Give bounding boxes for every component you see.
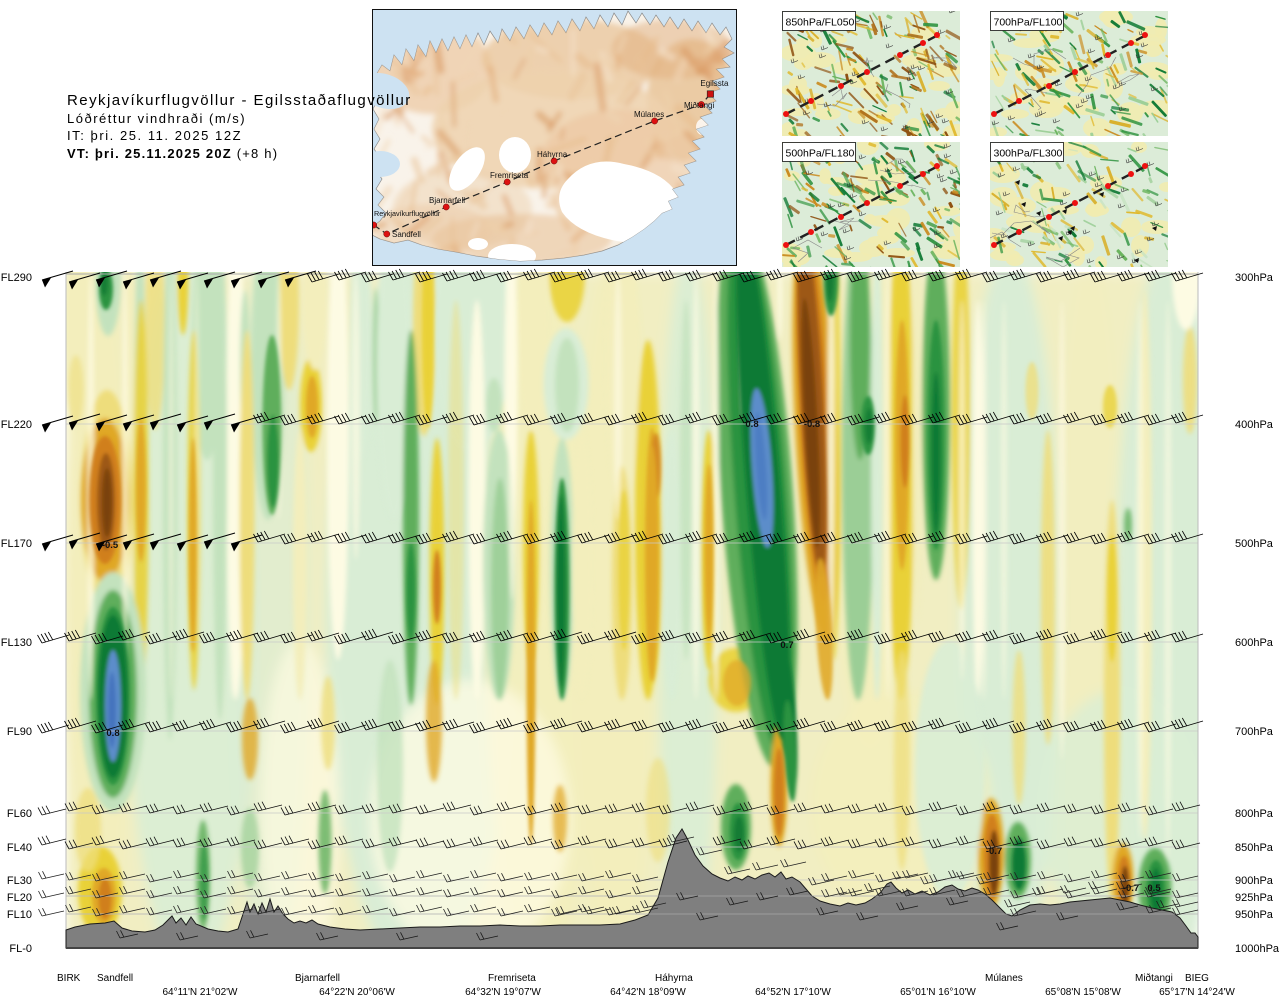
svg-text:FL130: FL130 <box>1 637 32 649</box>
svg-text:BIRK: BIRK <box>57 973 81 984</box>
svg-text:500hPa: 500hPa <box>1235 538 1274 550</box>
svg-text:Sandfell: Sandfell <box>392 230 421 239</box>
svg-text:64°42'N 18°09'W: 64°42'N 18°09'W <box>610 987 686 998</box>
svg-text:FL170: FL170 <box>1 538 32 550</box>
svg-text:FL220: FL220 <box>1 419 32 431</box>
svg-text:-0.8: -0.8 <box>804 419 820 430</box>
svg-text:65°01'N 16°10'W: 65°01'N 16°10'W <box>900 987 976 998</box>
svg-text:FL-0: FL-0 <box>9 943 32 955</box>
svg-text:FL20: FL20 <box>7 892 32 904</box>
svg-text:925hPa: 925hPa <box>1235 892 1274 904</box>
svg-text:64°52'N 17°10'W: 64°52'N 17°10'W <box>755 987 831 998</box>
svg-text:0.8: 0.8 <box>745 419 758 430</box>
svg-text:65°08'N 15°08'W: 65°08'N 15°08'W <box>1045 987 1121 998</box>
svg-text:700hPa: 700hPa <box>1235 726 1274 738</box>
svg-text:850hPa: 850hPa <box>1235 842 1274 854</box>
svg-text:Bjarnarfell: Bjarnarfell <box>429 196 465 205</box>
svg-text:FL40: FL40 <box>7 842 32 854</box>
svg-text:0.5: 0.5 <box>1147 883 1161 894</box>
svg-text:0.8: 0.8 <box>106 728 119 739</box>
svg-text:-0.7: -0.7 <box>1123 883 1139 894</box>
svg-text:64°11'N 21°02'W: 64°11'N 21°02'W <box>162 987 238 998</box>
svg-text:Sandfell: Sandfell <box>97 973 133 984</box>
svg-text:600hPa: 600hPa <box>1235 637 1274 649</box>
svg-text:300hPa: 300hPa <box>1235 272 1274 284</box>
svg-text:400hPa: 400hPa <box>1235 419 1274 431</box>
svg-text:BIEG: BIEG <box>1185 973 1209 984</box>
svg-text:-0.7: -0.7 <box>986 846 1002 857</box>
svg-text:0.7: 0.7 <box>780 640 793 651</box>
svg-text:Háhyrna: Háhyrna <box>537 150 568 159</box>
svg-text:Miðtangi: Miðtangi <box>1135 972 1173 984</box>
svg-text:65°17'N 14°24'W: 65°17'N 14°24'W <box>1159 987 1235 998</box>
svg-text:300hPa/FL300: 300hPa/FL300 <box>994 148 1063 160</box>
svg-text:64°32'N 19°07'W: 64°32'N 19°07'W <box>465 987 541 998</box>
svg-text:Reykjavíkurflugvöllur: Reykjavíkurflugvöllur <box>374 209 441 218</box>
svg-text:800hPa: 800hPa <box>1235 808 1274 820</box>
svg-text:Múlanes: Múlanes <box>985 973 1023 984</box>
svg-text:500hPa/FL180: 500hPa/FL180 <box>786 148 855 160</box>
svg-text:64°22'N 20°06'W: 64°22'N 20°06'W <box>319 987 395 998</box>
svg-text:FL290: FL290 <box>1 272 32 284</box>
svg-text:Múlanes: Múlanes <box>634 110 664 119</box>
svg-text:Háhyrna: Háhyrna <box>655 973 693 984</box>
svg-text:950hPa: 950hPa <box>1235 909 1274 921</box>
svg-text:Egilssta: Egilssta <box>700 79 729 88</box>
svg-text:Fremriseta: Fremriseta <box>488 973 536 984</box>
svg-text:FL30: FL30 <box>7 875 32 887</box>
svg-text:Bjarnarfell: Bjarnarfell <box>295 973 340 984</box>
svg-text:850hPa/FL050: 850hPa/FL050 <box>786 17 855 29</box>
svg-text:Miðtangi: Miðtangi <box>684 101 714 110</box>
svg-text:1000hPa: 1000hPa <box>1235 943 1280 955</box>
svg-text:Fremriseta: Fremriseta <box>490 171 529 180</box>
svg-text:700hPa/FL100: 700hPa/FL100 <box>994 17 1063 29</box>
svg-text:FL10: FL10 <box>7 909 32 921</box>
svg-text:FL90: FL90 <box>7 726 32 738</box>
svg-text:900hPa: 900hPa <box>1235 875 1274 887</box>
svg-text:FL60: FL60 <box>7 808 32 820</box>
svg-text:-0.5: -0.5 <box>102 540 119 551</box>
